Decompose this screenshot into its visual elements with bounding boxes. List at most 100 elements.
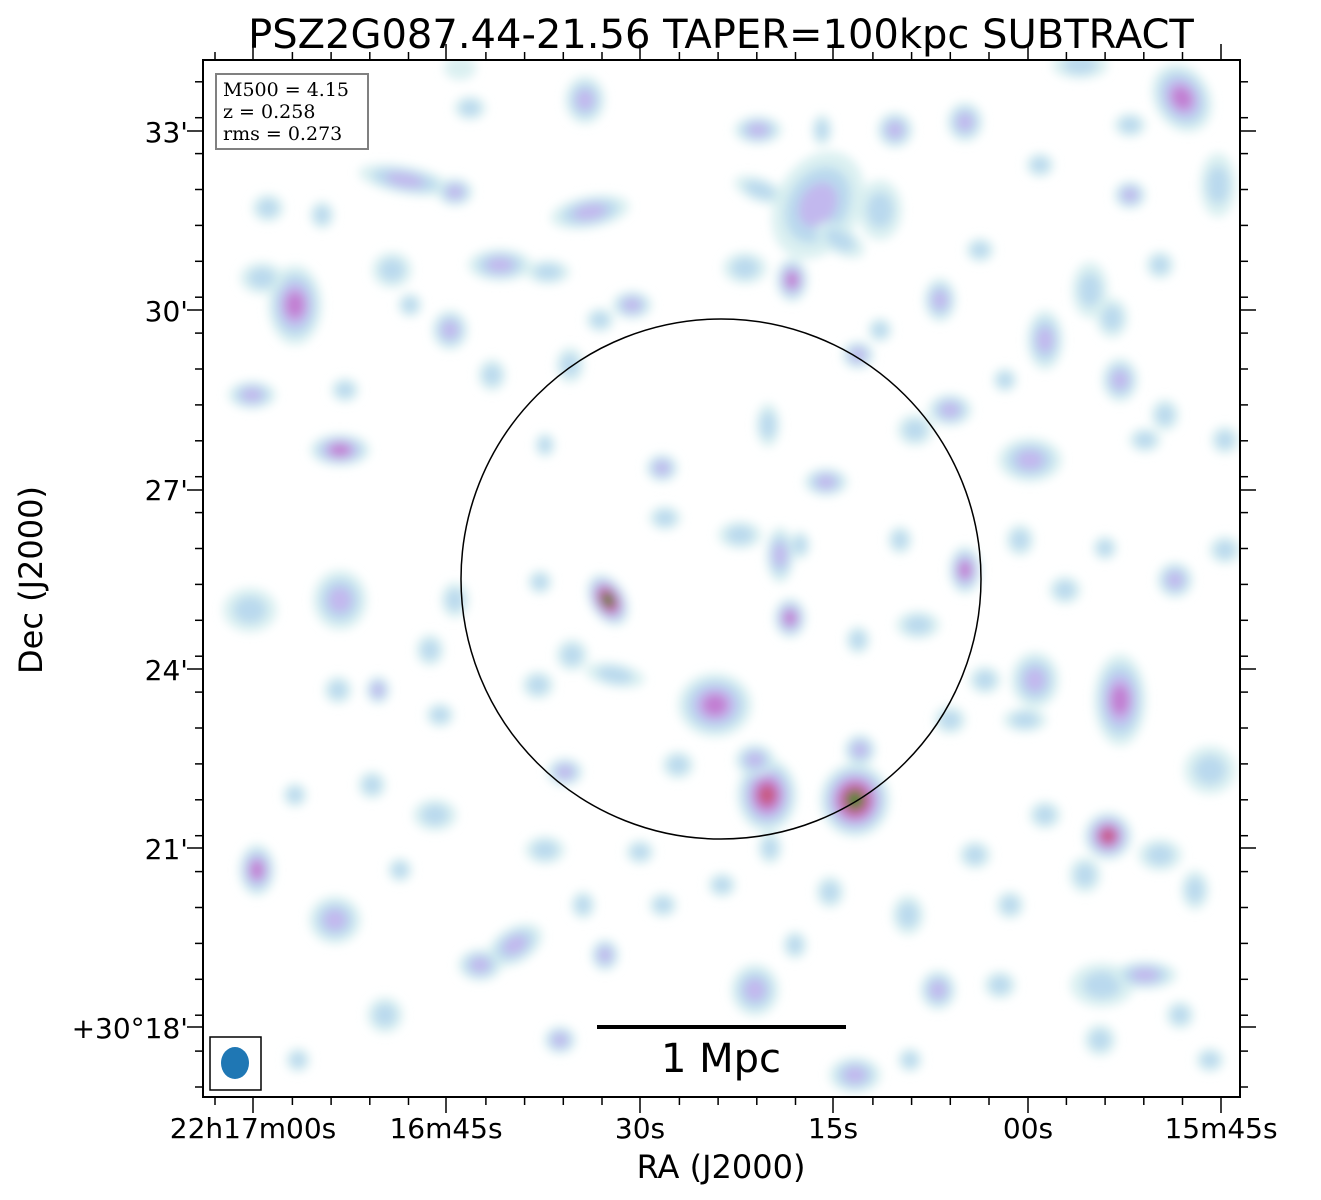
emission-blob (708, 873, 736, 897)
y-tick-label: 21' (145, 833, 188, 866)
x-tick-label: 16m45s (389, 1112, 502, 1145)
emission-blob (1102, 358, 1138, 402)
emission-blob (331, 378, 359, 402)
emission-blob (1003, 708, 1047, 732)
y-tick-label: 27' (145, 474, 188, 507)
emission-blob (774, 598, 806, 638)
emission-blob (846, 626, 870, 654)
y-tick-label: 30' (145, 295, 188, 328)
emission-blob (223, 588, 277, 632)
r500-circle (460, 318, 982, 840)
emission-blob (1052, 60, 1108, 79)
emission-blob (896, 611, 940, 639)
chart-title: PSZ2G087.44-21.56 TAPER=100kpc SUBTRACT (248, 12, 1194, 58)
emission-blob (571, 891, 595, 919)
emission-blob (934, 706, 966, 734)
emission-blob (829, 1057, 881, 1093)
emission-blob (1029, 801, 1061, 829)
emission-blob (372, 252, 412, 288)
emission-blob (1093, 536, 1117, 560)
emission-blob (842, 341, 874, 369)
emission-blob (1129, 428, 1161, 452)
emission-blob (313, 570, 367, 630)
emission-blob (1151, 399, 1179, 431)
emission-blob (804, 468, 848, 496)
emission-blob (678, 673, 752, 737)
emission-blob (993, 368, 1017, 392)
emission-blob (358, 771, 386, 799)
x-tick-labels: 22h17m00s 16m45s 30s 15s 00s 15m45s (170, 1112, 1278, 1145)
emission-blob (649, 506, 681, 530)
emission-blob (522, 671, 554, 699)
emission-blob (547, 758, 583, 786)
y-tick-label: +30°18' (72, 1012, 188, 1045)
x-tick-label: 22h17m00s (170, 1112, 337, 1145)
emission-blob (324, 676, 352, 704)
emission-blob (998, 438, 1062, 482)
emission-blob (1146, 251, 1174, 279)
info-box: M500 = 4.15 z = 0.258 rms = 0.273 (215, 73, 369, 150)
emission-blob (877, 112, 913, 148)
emission-blob (556, 639, 588, 671)
emission-blob (526, 260, 570, 284)
emission-blob (1200, 153, 1236, 217)
emission-blob (591, 939, 619, 971)
x-axis-label: RA (J2000) (637, 1148, 806, 1186)
emission-blob (556, 347, 584, 383)
emission-blob (1006, 524, 1034, 556)
emission-blob (565, 76, 605, 124)
emission-blob (766, 527, 794, 583)
emission-blob (996, 891, 1024, 919)
emission-blob (413, 799, 457, 831)
emission-blob (367, 997, 403, 1033)
beam-ellipse (221, 1047, 249, 1079)
emission-blob (1184, 746, 1236, 794)
emission-blob (432, 310, 468, 350)
emission-blob (240, 262, 284, 294)
emission-blob (816, 876, 844, 908)
emission-blob (947, 102, 983, 142)
emission-blob (1181, 870, 1209, 910)
emission-blob (416, 634, 444, 666)
emission-blob (286, 1048, 310, 1072)
emission-blob (783, 931, 807, 959)
emission-blob (1113, 961, 1177, 989)
emission-blob (1069, 857, 1101, 893)
emission-blob (535, 433, 555, 457)
emission-blob (454, 96, 486, 120)
emission-blob (441, 582, 469, 618)
emission-blob (458, 949, 502, 981)
x-tick-label: 00s (1003, 1112, 1053, 1145)
emission-blob (812, 114, 832, 146)
emission-blob (528, 570, 552, 594)
emission-blob (478, 359, 506, 391)
emission-blob (487, 923, 543, 967)
emission-blob (1138, 839, 1182, 871)
scale-bar-label: 1 Mpc (661, 1036, 781, 1082)
emission-blob (1049, 576, 1081, 604)
emission-blob (310, 434, 370, 466)
emission-blob (1011, 652, 1059, 708)
emission-blob (1166, 1001, 1194, 1029)
emission-blob (662, 751, 694, 779)
emission-blob (1084, 812, 1132, 860)
emission-blob (924, 278, 956, 322)
y-tick-label: 33' (145, 116, 188, 149)
emission-blob (1026, 153, 1054, 177)
emission-blob (844, 734, 876, 766)
emission-blob (1027, 310, 1063, 370)
emission-blob (398, 293, 422, 317)
emission-blob (897, 414, 933, 446)
emission-blob (1209, 536, 1240, 564)
emission-blob (252, 194, 284, 222)
emission-blob (544, 1026, 576, 1054)
emission-blob (1114, 113, 1146, 137)
emission-blob (228, 381, 276, 409)
emission-blob (966, 238, 994, 262)
emission-blob (612, 291, 652, 319)
emission-blob (949, 546, 981, 594)
emission-blob (239, 844, 275, 896)
emission-blob (815, 221, 865, 259)
emission-blob (1072, 262, 1108, 318)
